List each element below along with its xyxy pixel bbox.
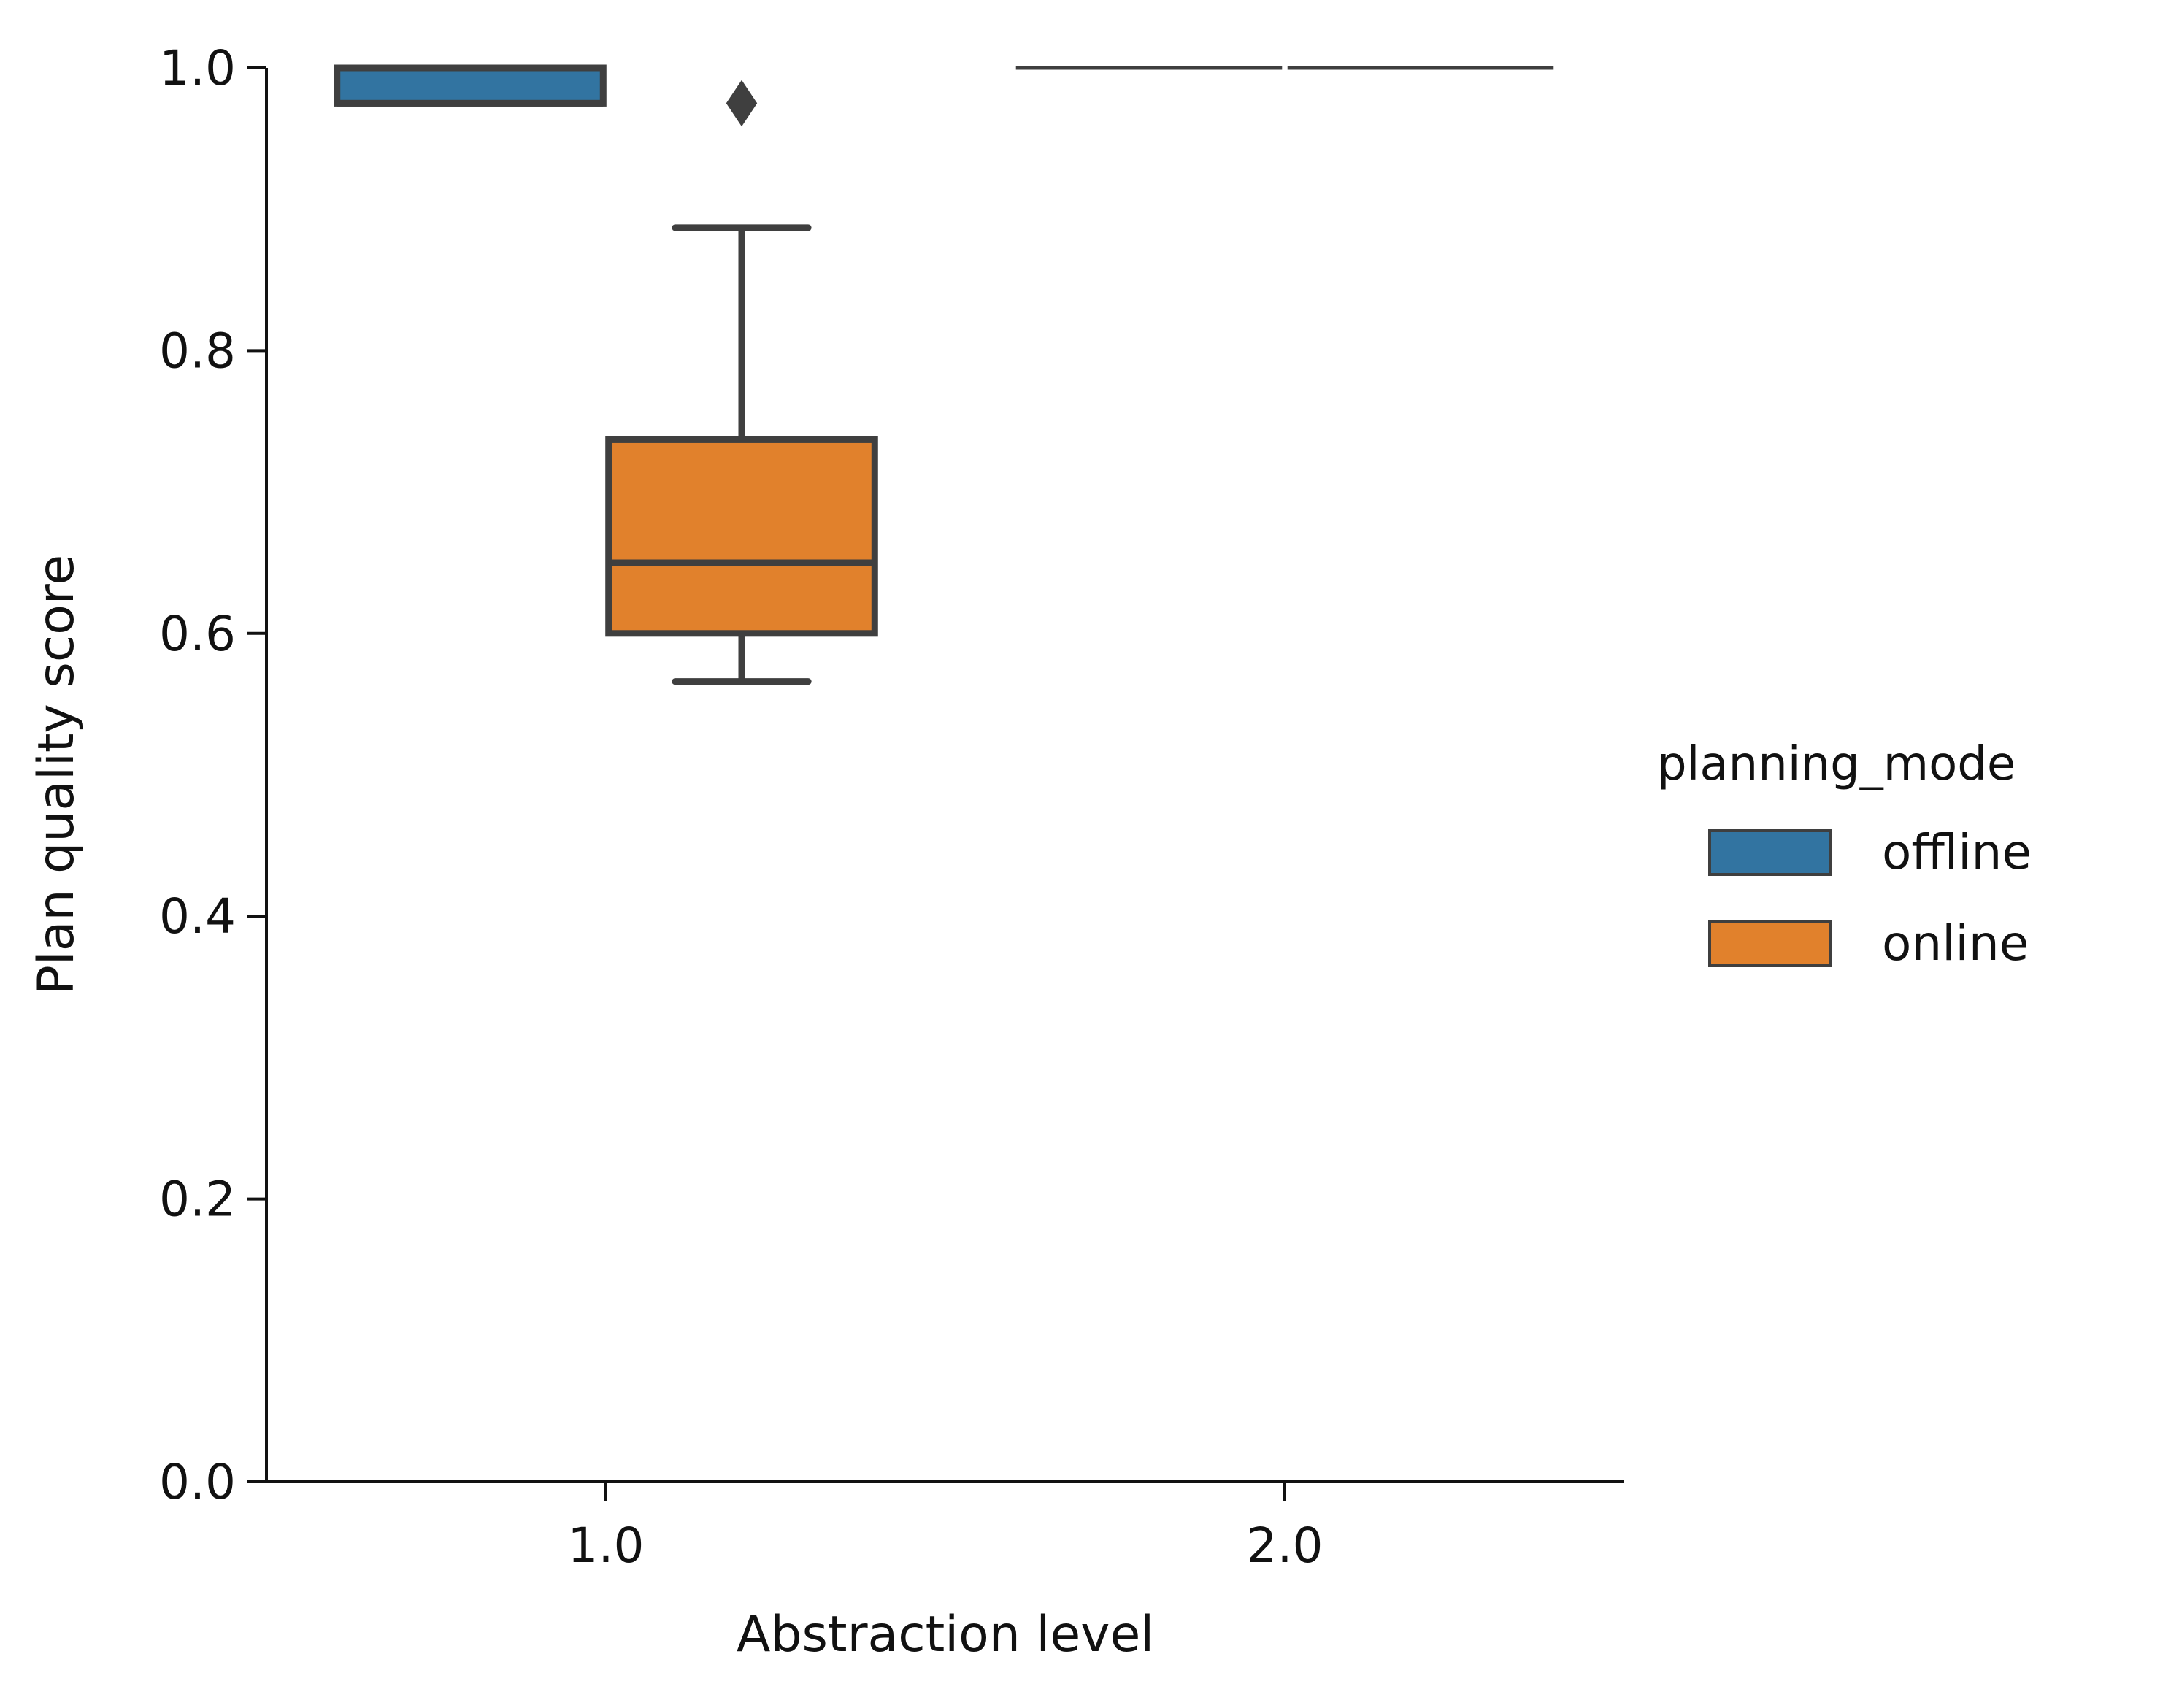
plot-area	[334, 64, 1554, 685]
legend-title: planning_mode	[1657, 737, 2016, 791]
y-tick-label: 0.4	[159, 888, 236, 945]
x-axis-label: Abstraction level	[737, 1606, 1154, 1663]
y-axis-label: Plan quality score	[28, 555, 85, 995]
y-tick-label: 1.0	[159, 40, 236, 96]
legend: planning_mode offline online	[1657, 737, 2032, 972]
legend-label-online: online	[1882, 915, 2029, 972]
y-tick-label: 0.0	[159, 1454, 236, 1510]
legend-swatch-offline	[1708, 829, 1832, 876]
legend-swatch-online	[1708, 920, 1832, 967]
y-tick-label: 0.2	[159, 1172, 236, 1228]
legend-label-offline: offline	[1882, 824, 2032, 880]
y-tick-label: 0.6	[159, 606, 236, 662]
box-online-1-0	[605, 436, 878, 637]
y-tick-label: 0.8	[159, 323, 236, 379]
x-tick-label: 1.0	[568, 1517, 645, 1574]
x-tick-label: 2.0	[1247, 1517, 1323, 1574]
box-offline-1-0	[334, 64, 607, 107]
outlier-online-1-0-0	[726, 80, 758, 127]
axes: 0.0 0.2 0.4 0.6 0.8 1.0 1.0 2.0	[159, 40, 1624, 1574]
